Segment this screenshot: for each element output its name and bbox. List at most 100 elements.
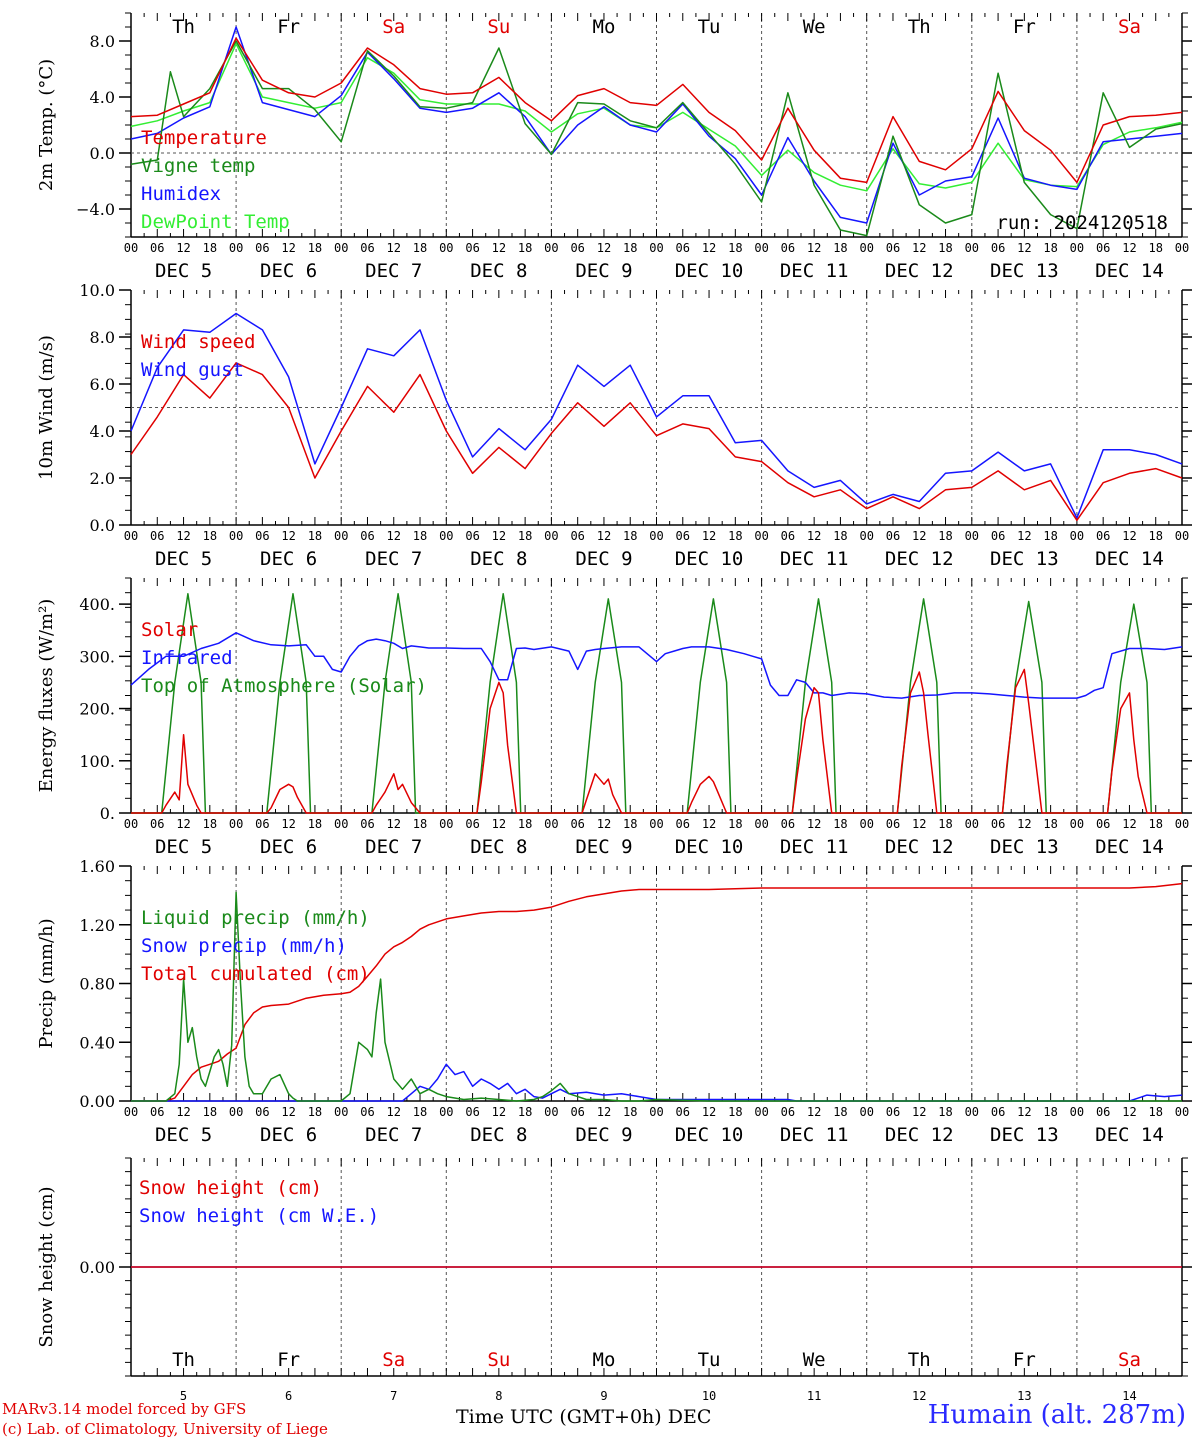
day-name: Tu [698, 1349, 721, 1371]
x-tick-label: 06 [886, 529, 900, 543]
x-day-label: DEC 10 [675, 836, 744, 858]
x-tick-label: 12 [912, 1105, 926, 1119]
x-day-label: DEC 9 [575, 260, 632, 282]
station-name: Humain (alt. 287m) [927, 1400, 1186, 1430]
day-name: Th [172, 1349, 195, 1371]
day-number: 13 [1017, 1389, 1031, 1403]
series-line-infrared [130, 632, 1183, 699]
day-name: Th [172, 16, 195, 38]
series-line-humidex [130, 26, 1183, 224]
x-tick-label: 12 [281, 1105, 295, 1119]
x-tick-label: 18 [938, 529, 952, 543]
x-day-label: DEC 13 [990, 1124, 1059, 1146]
x-tick-label: 06 [1096, 817, 1110, 831]
x-tick-label: 06 [150, 1105, 164, 1119]
x-tick-label: 00 [1070, 817, 1084, 831]
x-tick-label: 06 [570, 1105, 584, 1119]
x-tick-label: 00 [124, 241, 138, 255]
x-day-label: DEC 14 [1095, 548, 1164, 570]
day-name: Sa [382, 1349, 405, 1371]
x-tick-label: 18 [203, 817, 217, 831]
x-tick-label: 12 [702, 817, 716, 831]
panel-temp: −4.0 0.0 4.0 8.0 2m Temp. (°C) 00 06 12 18 00 06 12… [36, 12, 1192, 282]
x-day-label: DEC 12 [885, 260, 954, 282]
x-day-label: DEC 14 [1095, 260, 1164, 282]
x-tick-label: 12 [702, 1105, 716, 1119]
x-tick-label: 12 [1122, 817, 1136, 831]
day-name: Su [487, 1349, 510, 1371]
y-tick-label: 0.80 [79, 975, 115, 994]
x-tick-label: 06 [676, 1105, 690, 1119]
x-tick-label: 12 [597, 1105, 611, 1119]
x-tick-label: 12 [387, 241, 401, 255]
day-number: 6 [285, 1389, 292, 1403]
run-annotation: run: 2024120518 [996, 212, 1168, 234]
x-tick-label: 12 [597, 817, 611, 831]
x-tick-label: 12 [176, 241, 190, 255]
x-tick-label: 00 [754, 241, 768, 255]
y-axis-title: Energy fluxes (W/m²) [36, 599, 57, 793]
y-tick-label: 1.60 [79, 857, 115, 876]
panel-snow: 0.00 Snow height (cm) Th Fr Sa Su Mo Tu We Th Fr Sa… [36, 1157, 1192, 1403]
legend-entry: Wind speed [141, 331, 255, 353]
x-tick-label: 18 [1148, 241, 1162, 255]
x-day-label: DEC 9 [575, 548, 632, 570]
x-tick-label: 18 [203, 241, 217, 255]
x-tick-label: 12 [492, 529, 506, 543]
series-line-wind-gust [130, 312, 1183, 519]
x-tick-label: 06 [991, 529, 1005, 543]
x-tick-label: 18 [1148, 817, 1162, 831]
x-tick-label: 12 [1017, 817, 1031, 831]
series-line-solar [131, 668, 1182, 814]
x-tick-label: 00 [859, 1105, 873, 1119]
x-tick-label: 12 [912, 241, 926, 255]
legend-entry: Wind gust [141, 359, 244, 381]
x-tick-label: 06 [465, 529, 479, 543]
day-number: 14 [1122, 1389, 1136, 1403]
y-axis-title: 2m Temp. (°C) [36, 59, 57, 191]
x-tick-label: 00 [229, 817, 243, 831]
x-tick-label: 06 [360, 241, 374, 255]
x-tick-label: 12 [1017, 241, 1031, 255]
x-tick-label: 00 [1175, 529, 1189, 543]
day-name: Sa [1118, 16, 1141, 38]
x-tick-label: 18 [413, 1105, 427, 1119]
x-tick-label: 12 [176, 1105, 190, 1119]
y-axis-title: 10m Wind (m/s) [36, 335, 57, 480]
x-tick-label: 12 [1122, 529, 1136, 543]
legend-entry: Vigne temp [141, 155, 255, 177]
x-tick-label: 06 [360, 1105, 374, 1119]
day-name: Fr [277, 1349, 300, 1371]
series-line-liquid-precip-mm-h- [131, 891, 1182, 1102]
panel-wind: 0.0 2.0 4.0 6.0 8.0 10.0 10m Wind (m/s) 00 06 12 1… [36, 281, 1192, 570]
x-tick-label: 00 [965, 817, 979, 831]
x-tick-label: 00 [965, 241, 979, 255]
x-day-label: DEC 5 [155, 260, 212, 282]
y-tick-label: 300. [79, 647, 115, 666]
day-name: Su [487, 16, 510, 38]
day-name: Th [908, 16, 931, 38]
x-tick-label: 18 [1043, 241, 1057, 255]
x-day-label: DEC 5 [155, 1124, 212, 1146]
x-tick-label: 00 [754, 817, 768, 831]
x-tick-label: 18 [728, 529, 742, 543]
y-tick-label: 100. [79, 752, 115, 771]
x-day-label: DEC 5 [155, 548, 212, 570]
x-tick-label: 06 [255, 1105, 269, 1119]
x-day-label: DEC 7 [365, 1124, 422, 1146]
x-tick-label: 00 [124, 1105, 138, 1119]
x-tick-label: 18 [518, 529, 532, 543]
x-tick-label: 18 [938, 1105, 952, 1119]
x-tick-label: 00 [1070, 1105, 1084, 1119]
x-tick-label: 06 [255, 529, 269, 543]
x-tick-label: 00 [439, 529, 453, 543]
x-tick-label: 06 [1096, 241, 1110, 255]
x-tick-label: 00 [859, 529, 873, 543]
x-axis-title: Time UTC (GMT+0h) DEC [456, 1406, 712, 1428]
x-day-label: DEC 8 [470, 548, 527, 570]
series-line-wind-speed [130, 362, 1183, 522]
x-day-label: DEC 10 [675, 548, 744, 570]
x-tick-label: 00 [1070, 529, 1084, 543]
x-tick-label: 12 [1017, 1105, 1031, 1119]
x-tick-label: 18 [833, 241, 847, 255]
